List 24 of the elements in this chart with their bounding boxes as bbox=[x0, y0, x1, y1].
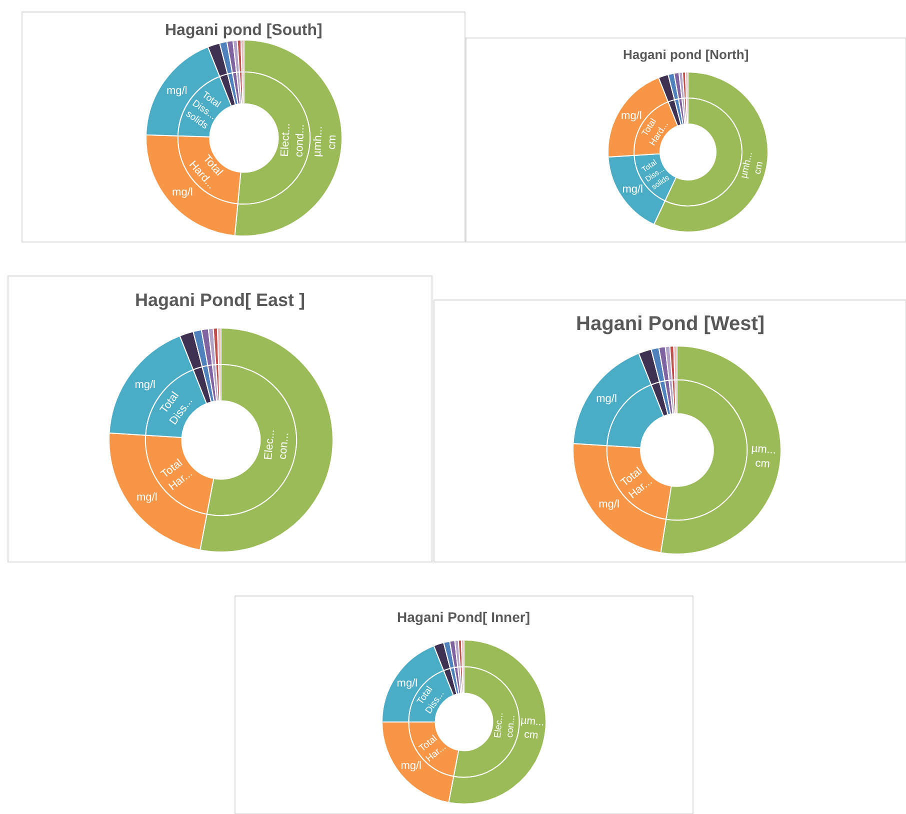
data-label: mg/l bbox=[172, 186, 193, 198]
data-label: mg/l bbox=[598, 498, 620, 510]
data-label: mg/l bbox=[134, 378, 156, 391]
data-label: mg/l bbox=[166, 84, 188, 97]
chart-title: Hagani pond [South] bbox=[165, 22, 322, 39]
data-label: µm... cm bbox=[750, 442, 776, 470]
chart-title: Hagani pond [North] bbox=[623, 47, 749, 62]
slice-label: Elect... cond... bbox=[278, 122, 307, 158]
slice-label: Total Har... bbox=[618, 465, 655, 502]
data-label: mg/l bbox=[621, 110, 642, 122]
data-label: mg/l bbox=[396, 677, 418, 690]
slice-label: Total Har... bbox=[159, 457, 195, 494]
data-label: µmh... cm bbox=[738, 150, 766, 180]
data-label: mg/l bbox=[596, 392, 617, 405]
chart-title: Hagani Pond [West] bbox=[576, 313, 765, 335]
slice-label: Elec... con... bbox=[262, 428, 292, 460]
slice-label: Elec... con... bbox=[492, 712, 516, 738]
data-label: µm... cm bbox=[520, 714, 545, 742]
chart-title: Hagani Pond[ East ] bbox=[135, 290, 306, 310]
data-label: mg/l bbox=[400, 760, 422, 772]
chart-title: Hagani Pond[ Inner] bbox=[397, 609, 530, 625]
data-label: µmh... cm bbox=[311, 126, 339, 158]
data-label: mg/l bbox=[136, 491, 158, 504]
data-label: mg/l bbox=[622, 184, 643, 196]
